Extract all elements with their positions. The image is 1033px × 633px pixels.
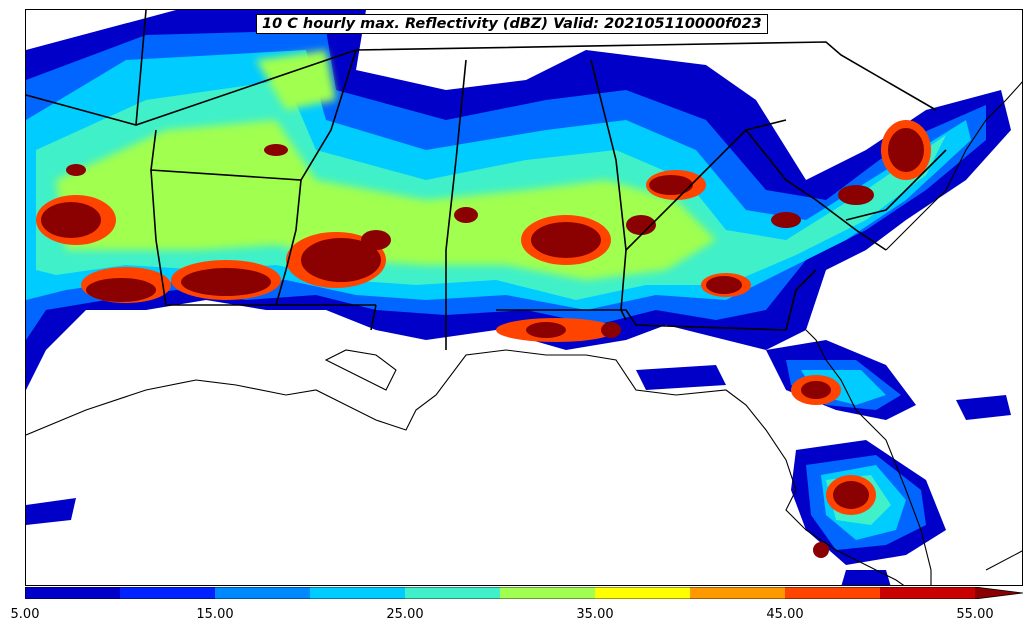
colorbar-segment xyxy=(310,587,406,599)
coastline xyxy=(26,81,1022,585)
colorbar xyxy=(25,587,1023,599)
colorbar-extend-arrow xyxy=(975,587,1023,599)
colorbar-tick-label: 45.00 xyxy=(766,607,804,622)
colorbar-segment xyxy=(690,587,786,599)
colorbar-segment xyxy=(405,587,501,599)
colorbar-tick-label: 5.00 xyxy=(10,607,40,622)
colorbar-outline xyxy=(25,587,1023,599)
colorbar-segment xyxy=(25,587,121,599)
colorbar-segment xyxy=(500,587,596,599)
colorbar-tick-label: 25.00 xyxy=(386,607,424,622)
map-title: 10 C hourly max. Reflectivity (dBZ) Vali… xyxy=(256,14,768,34)
map-panel xyxy=(25,9,1023,586)
colorbar-tick-label: 55.00 xyxy=(956,607,994,622)
colorbar-segment xyxy=(785,587,881,599)
colorbar-segment xyxy=(595,587,691,599)
state-boundaries xyxy=(26,10,947,350)
reflectivity-field xyxy=(26,10,1011,585)
colorbar-tick-label: 15.00 xyxy=(196,607,234,622)
colorbar-segment xyxy=(880,587,976,599)
reflectivity-map xyxy=(26,10,1022,585)
colorbar-segment xyxy=(120,587,216,599)
colorbar-segment xyxy=(215,587,311,599)
colorbar-tick-label: 35.00 xyxy=(576,607,614,622)
storm-cells xyxy=(36,120,931,558)
